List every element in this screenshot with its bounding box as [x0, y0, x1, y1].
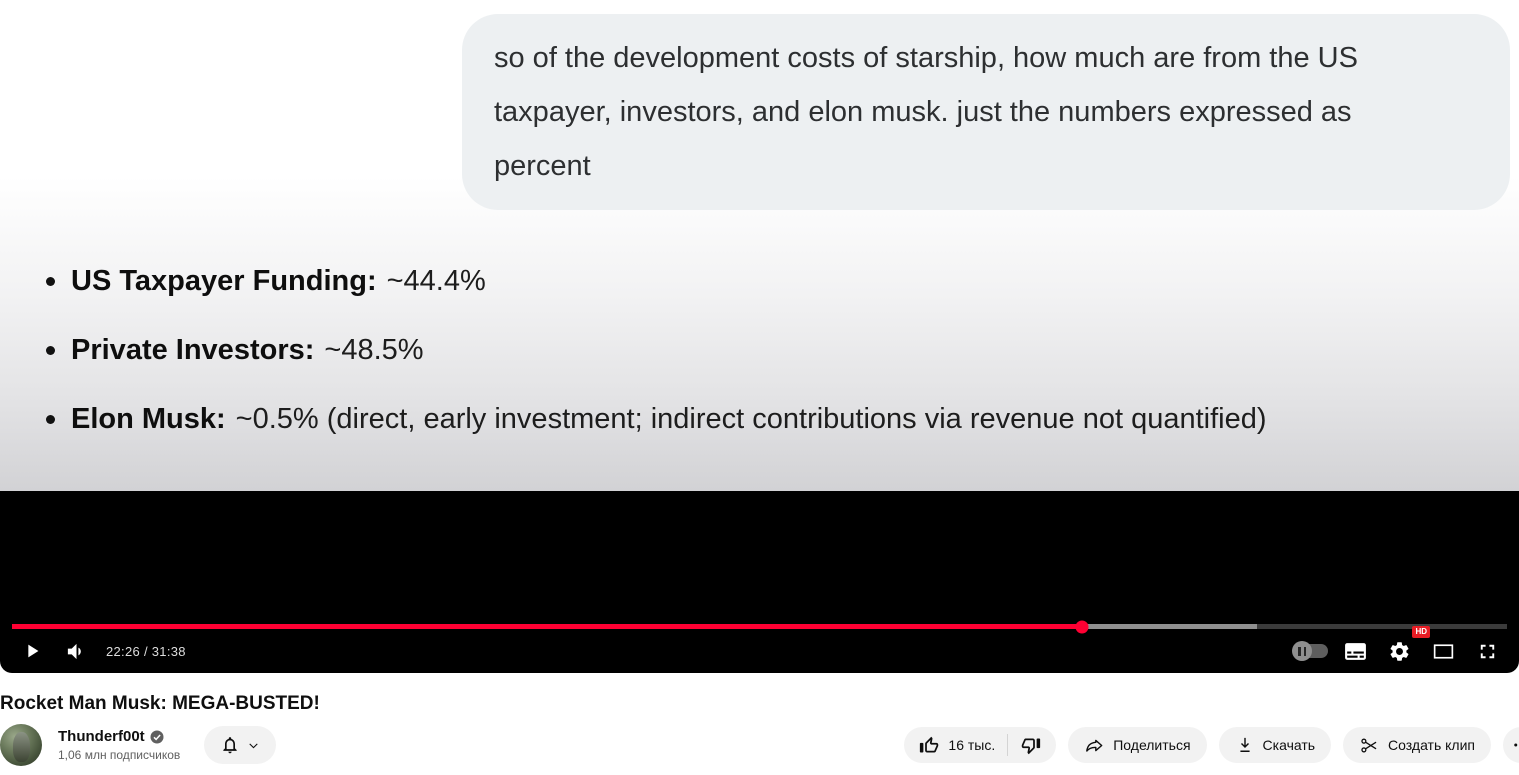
bullet-label: Private Investors:	[71, 334, 315, 366]
chevron-down-icon	[247, 739, 260, 752]
autoplay-toggle-track	[1292, 641, 1328, 661]
bullet-us-taxpayer: US Taxpayer Funding: ~44.4%	[46, 264, 1503, 298]
channel-name[interactable]: Thunderf00t	[58, 728, 145, 745]
channel-info: Thunderf00t 1,06 млн подписчиков	[58, 728, 180, 762]
like-count: 16 тыс.	[948, 737, 996, 753]
channel-avatar[interactable]	[0, 724, 42, 766]
more-actions-button[interactable]	[1503, 727, 1519, 763]
video-player[interactable]: so of the development costs of starship,…	[0, 0, 1519, 673]
subscriber-count: 1,06 млн подписчиков	[58, 748, 181, 762]
clip-label: Создать клип	[1388, 737, 1475, 753]
video-frame: so of the development costs of starship,…	[0, 0, 1519, 491]
chat-message-line: percent	[494, 150, 591, 182]
thumbs-up-icon	[919, 735, 940, 756]
bullet-value: ~44.4%	[386, 265, 486, 297]
autoplay-toggle[interactable]	[1289, 629, 1333, 673]
bullet-private-investors: Private Investors: ~48.5%	[46, 333, 1503, 367]
bullet-label: US Taxpayer Funding:	[71, 265, 377, 297]
thumbs-down-icon	[1020, 735, 1041, 756]
share-icon	[1084, 735, 1105, 756]
bullet-dot	[46, 276, 55, 286]
progress-played	[12, 624, 1083, 629]
hd-quality-badge: HD	[1412, 626, 1430, 638]
share-button[interactable]: Поделиться	[1068, 727, 1207, 763]
chat-message-line: so of the development costs of starship,…	[494, 42, 1358, 74]
fullscreen-button[interactable]	[1465, 629, 1509, 673]
bullet-value: ~48.5%	[324, 334, 424, 366]
bell-icon	[220, 735, 240, 755]
settings-button[interactable]: HD	[1377, 626, 1430, 673]
play-icon	[21, 640, 43, 662]
bullet-elon-musk: Elon Musk: ~0.5% (direct, early investme…	[46, 402, 1503, 436]
play-button[interactable]	[10, 629, 54, 673]
volume-icon	[65, 640, 88, 663]
more-dots-icon	[1512, 736, 1519, 754]
answer-bullet-list: US Taxpayer Funding: ~44.4% Private Inve…	[46, 264, 1503, 471]
subtitles-icon	[1343, 639, 1368, 664]
dislike-button[interactable]	[1008, 735, 1056, 756]
volume-button[interactable]	[54, 629, 98, 673]
notifications-bell-button[interactable]	[204, 726, 277, 764]
bullet-dot	[46, 414, 55, 424]
video-details: Rocket Man Musk: MEGA-BUSTED! Thunderf00…	[0, 693, 1519, 766]
chat-message-line: taxpayer, investors, and elon musk. just…	[494, 96, 1352, 128]
download-label: Скачать	[1262, 737, 1316, 753]
player-controls: 22:26 / 31:38 HD	[0, 626, 1519, 673]
like-button[interactable]: 16 тыс.	[904, 735, 1007, 756]
bullet-dot	[46, 345, 55, 355]
video-title: Rocket Man Musk: MEGA-BUSTED!	[0, 693, 320, 714]
fullscreen-icon	[1476, 640, 1499, 663]
bullet-value: ~0.5% (direct, early investment; indirec…	[235, 403, 1267, 435]
theater-mode-button[interactable]	[1421, 629, 1465, 673]
time-display: 22:26 / 31:38	[106, 643, 186, 659]
autoplay-pause-icon	[1292, 641, 1312, 661]
subtitles-button[interactable]	[1333, 629, 1377, 673]
pill-divider	[1007, 734, 1009, 756]
bullet-label: Elon Musk:	[71, 403, 226, 435]
scissors-icon	[1359, 735, 1380, 756]
progress-bar[interactable]	[12, 620, 1507, 633]
download-button[interactable]: Скачать	[1218, 727, 1332, 763]
channel-actions-row: Thunderf00t 1,06 млн подписчиков	[0, 724, 1519, 766]
download-icon	[1235, 735, 1255, 755]
share-label: Поделиться	[1113, 737, 1191, 753]
settings-gear-icon	[1388, 640, 1411, 663]
theater-mode-icon	[1431, 639, 1456, 664]
progress-scrubber[interactable]	[1075, 620, 1089, 633]
like-dislike-pill: 16 тыс.	[904, 727, 1057, 763]
chat-user-message-bubble: so of the development costs of starship,…	[462, 14, 1510, 210]
verified-badge-icon	[150, 730, 164, 744]
action-buttons: 16 тыс. Поделиться	[904, 727, 1519, 763]
create-clip-button[interactable]: Создать клип	[1343, 727, 1491, 763]
